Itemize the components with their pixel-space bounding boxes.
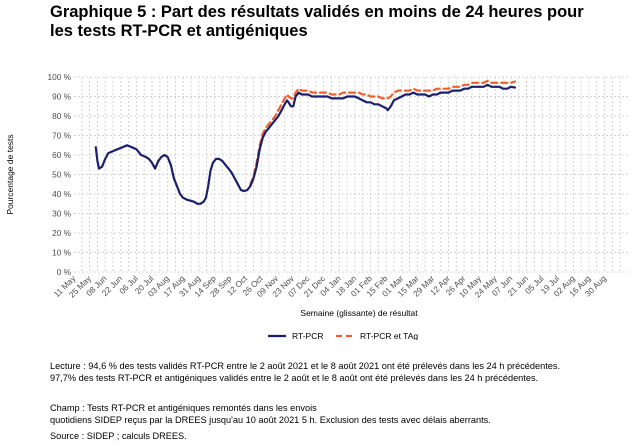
champ-note: Champ : Tests RT-PCR et antigéniques rem… bbox=[50, 403, 491, 426]
y-tick-label: 20 % bbox=[52, 228, 72, 238]
y-tick-label: 0 % bbox=[57, 267, 72, 277]
lecture-line-1: Lecture : 94,6 % des tests validés RT-PC… bbox=[50, 361, 561, 371]
champ-line-2: quotidiens SIDEP reçus par la DREES jusq… bbox=[50, 414, 491, 425]
series-line-rt-pcr-tag bbox=[249, 79, 516, 186]
y-tick-label: 70 % bbox=[52, 131, 72, 141]
chart-title-line-2: les tests RT-PCR et antigéniques bbox=[50, 22, 308, 40]
source-note: Source : SIDEP ; calculs DREES. bbox=[50, 431, 187, 443]
x-axis-title: Semaine (glissante) de résultat bbox=[300, 308, 418, 318]
legend-label-rt-pcr-tag: RT-PCR et TAg bbox=[360, 331, 418, 340]
y-tick-label: 40 % bbox=[52, 189, 72, 199]
line-chart: 0 % 10 % 20 % 30 % 40 % 50 % 60 % 70 % 80 % 90 % 1… bbox=[5, 72, 628, 340]
y-tick-label: 100 % bbox=[47, 72, 71, 82]
y-axis-title: Pourcentage de tests bbox=[5, 134, 15, 214]
lecture-line-2: 97,7% des tests RT-PCR et antigéniques v… bbox=[50, 372, 539, 383]
chart-title-line-1: Graphique 5 : Part des résultats validés… bbox=[50, 3, 584, 21]
y-tick-label: 90 % bbox=[52, 92, 72, 102]
y-tick-label: 80 % bbox=[52, 111, 72, 121]
legend-label-rt-pcr: RT-PCR bbox=[292, 331, 324, 340]
y-tick-label: 30 % bbox=[52, 209, 72, 219]
source-line: Source : SIDEP ; calculs DREES. bbox=[50, 431, 187, 441]
y-tick-label: 60 % bbox=[52, 150, 72, 160]
chart-title: Graphique 5 : Part des résultats validés… bbox=[50, 3, 620, 41]
y-tick-label: 50 % bbox=[52, 170, 72, 180]
champ-line-1: Champ : Tests RT-PCR et antigéniques rem… bbox=[50, 403, 317, 413]
series-line-rt-pcr bbox=[94, 83, 516, 205]
y-tick-label: 10 % bbox=[52, 248, 72, 258]
lecture-note: Lecture : 94,6 % des tests validés RT-PC… bbox=[50, 361, 560, 384]
